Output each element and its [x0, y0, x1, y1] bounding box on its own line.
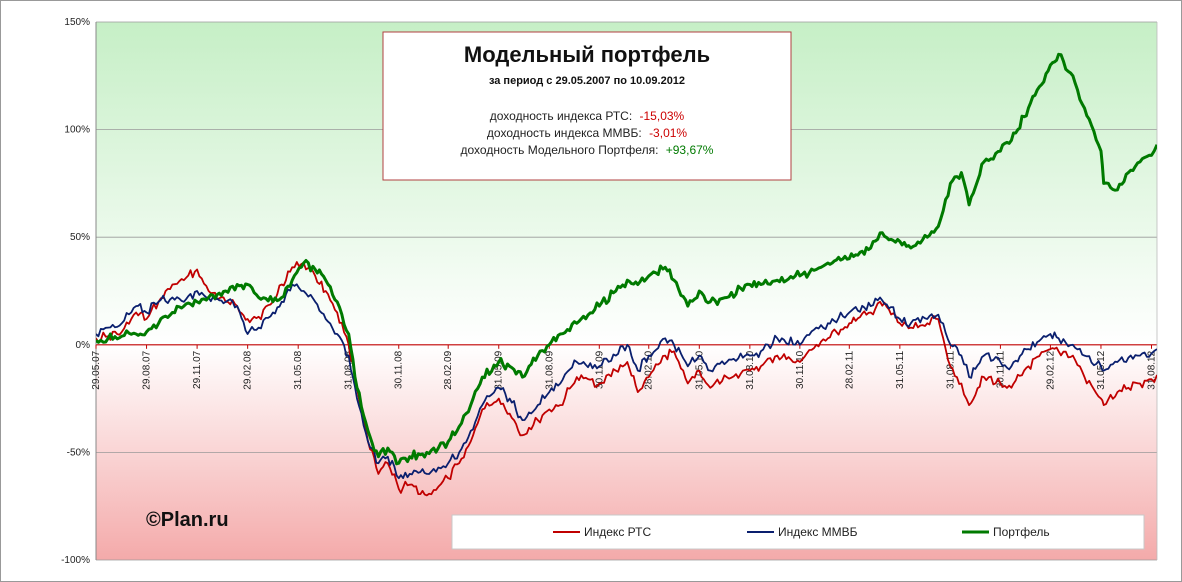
- stat-rts-value: -15,03%: [640, 109, 685, 123]
- watermark: ©Plan.ru: [146, 509, 229, 531]
- y-tick-label: -50%: [67, 447, 90, 458]
- x-tick-label: 30.11.08: [394, 350, 405, 389]
- x-tick-label: 31.08.12: [1147, 350, 1158, 389]
- legend-item-rts: Индекс РТС: [553, 525, 651, 539]
- x-tick-label: 29.05.07: [91, 350, 102, 389]
- title-box: Модельный портфель за период с 29.05.200…: [382, 31, 792, 181]
- stat-micex-label: доходность индекса ММВБ:: [487, 126, 642, 140]
- stat-micex: доходность индекса ММВБ: -3,01%: [487, 126, 688, 140]
- x-tick-label: 30.11.10: [795, 350, 806, 389]
- x-tick-label: 31.08.08: [344, 350, 355, 389]
- stat-rts-label: доходность индекса РТС:: [490, 109, 632, 123]
- y-axis: 150% 100% 50% 0% -50% -100%: [61, 17, 1158, 566]
- legend: Индекс РТС Индекс ММВБ Портфель: [451, 514, 1145, 550]
- x-tick-label: 31.05.08: [293, 350, 304, 389]
- chart-title: Модельный портфель: [464, 42, 710, 67]
- x-tick-label: 29.11.07: [192, 350, 203, 389]
- x-tick-label: 31.08.11: [945, 350, 956, 389]
- legend-label-rts: Индекс РТС: [584, 525, 651, 539]
- x-tick-label: 31.08.09: [544, 350, 555, 389]
- legend-item-micex: Индекс ММВБ: [747, 525, 858, 539]
- x-tick-label: 29.02.08: [243, 350, 254, 389]
- stat-rts: доходность индекса РТС: -15,03%: [490, 109, 685, 123]
- chart-subtitle: за период с 29.05.2007 по 10.09.2012: [489, 75, 685, 87]
- stat-portfolio-value: +93,67%: [666, 143, 714, 157]
- x-tick-label: 30.11.11: [995, 350, 1006, 388]
- legend-label-portfolio: Портфель: [993, 525, 1050, 539]
- y-tick-label: 150%: [64, 17, 90, 28]
- stat-portfolio: доходность Модельного Портфеля: +93,67%: [461, 143, 714, 157]
- y-tick-label: 100%: [64, 125, 90, 136]
- x-tick-label: 31.05.11: [895, 350, 906, 389]
- legend-label-micex: Индекс ММВБ: [778, 525, 858, 539]
- y-tick-label: 50%: [70, 232, 90, 243]
- y-tick-label: -100%: [61, 555, 90, 566]
- legend-item-portfolio: Портфель: [962, 525, 1050, 539]
- y-tick-label: 0%: [76, 340, 91, 351]
- series-line-micex: [96, 283, 1157, 480]
- stat-portfolio-label: доходность Модельного Портфеля:: [461, 143, 659, 157]
- series-line-portfolio: [96, 52, 1157, 466]
- x-tick-label: 31.05.09: [494, 350, 505, 389]
- x-tick-label: 29.08.07: [142, 350, 153, 389]
- series-group: [96, 52, 1157, 497]
- stat-micex-value: -3,01%: [649, 126, 687, 140]
- x-tick-label: 30.11.09: [594, 350, 605, 389]
- x-tick-label: 28.02.09: [443, 350, 454, 389]
- x-tick-label: 28.02.10: [644, 350, 655, 389]
- x-tick-label: 28.02.11: [844, 350, 855, 389]
- x-tick-label: 29.02.12: [1045, 350, 1056, 389]
